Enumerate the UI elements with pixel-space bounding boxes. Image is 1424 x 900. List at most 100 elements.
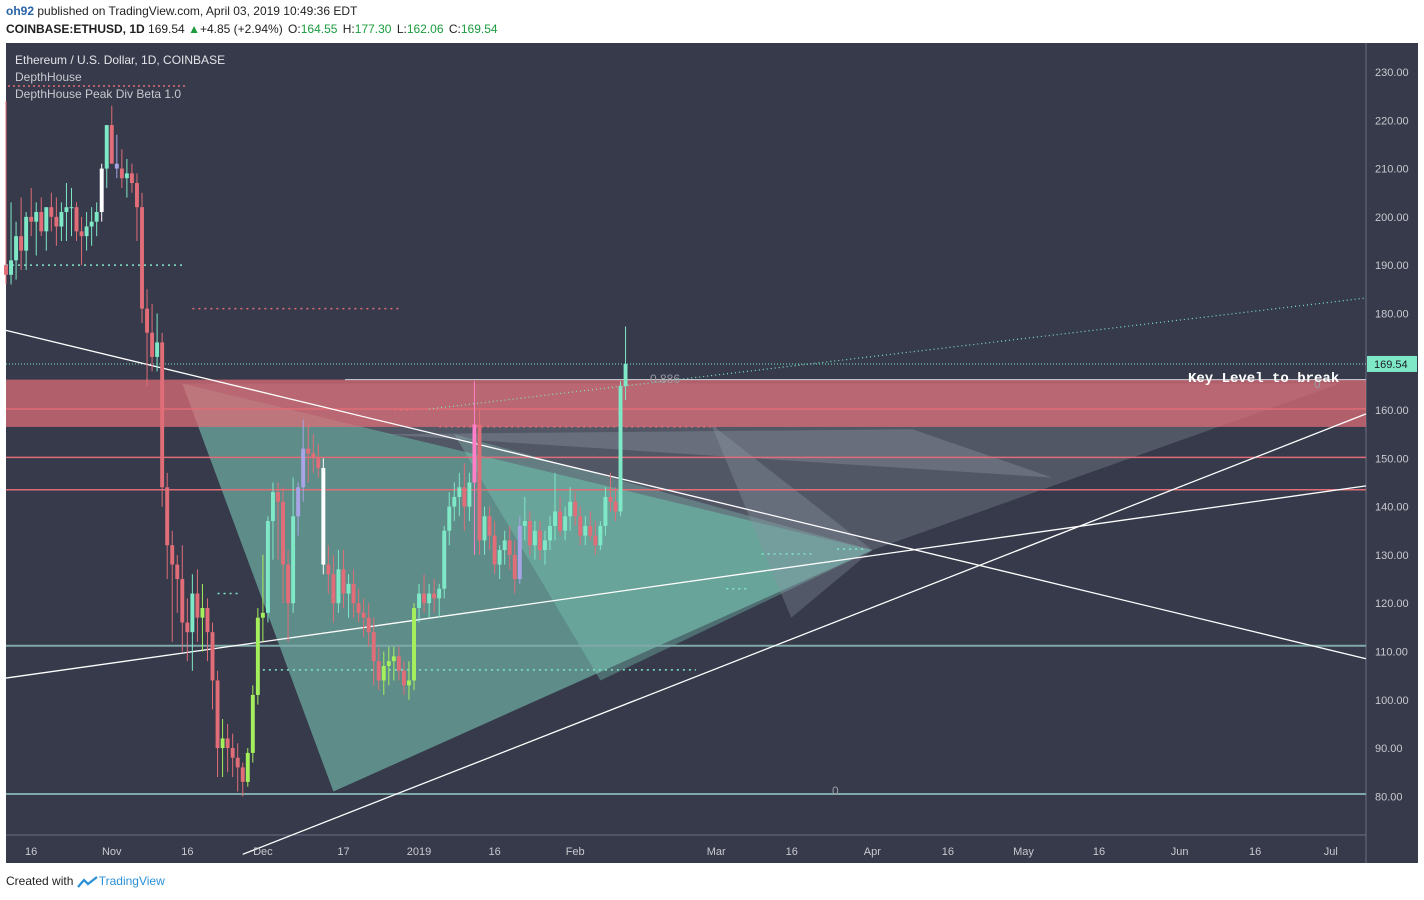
price-tick-label: 180.00 bbox=[1375, 308, 1409, 320]
price-axis-panel bbox=[1366, 43, 1418, 863]
candle-body bbox=[311, 453, 316, 459]
candle-body bbox=[34, 212, 39, 222]
candle-body bbox=[69, 207, 74, 209]
candle-body bbox=[129, 173, 134, 184]
candle-body bbox=[245, 752, 250, 782]
price-tick-label: 110.00 bbox=[1375, 646, 1408, 658]
time-tick-label: 16 bbox=[1249, 846, 1261, 858]
time-tick-label: 17 bbox=[337, 846, 349, 858]
price-tick-label: 230.00 bbox=[1375, 67, 1409, 79]
last-price: 169.54 bbox=[148, 22, 185, 36]
candle-body bbox=[517, 525, 522, 580]
price-tick-label: 140.00 bbox=[1375, 502, 1409, 514]
candle-body bbox=[145, 308, 150, 333]
legend-indicator-2: DepthHouse Peak Div Beta 1.0 bbox=[15, 87, 181, 101]
price-axis: 80.00 90.00 100.00 110.00 120.00 130.00 140.00… bbox=[1367, 67, 1417, 803]
candle-body bbox=[39, 212, 44, 232]
price-change: +4.85 (+2.94%) bbox=[199, 22, 283, 36]
time-tick-label: Jun bbox=[1171, 846, 1189, 858]
candle-body bbox=[432, 593, 437, 599]
candle-body bbox=[240, 767, 245, 782]
candle-body bbox=[608, 496, 613, 502]
open-value: 164.55 bbox=[300, 22, 338, 36]
low-label: L: bbox=[396, 22, 407, 36]
candle-body bbox=[558, 511, 563, 531]
price-tick-label: 200.00 bbox=[1375, 212, 1409, 224]
price-tick-label: 150.00 bbox=[1375, 453, 1409, 465]
candle-body bbox=[522, 521, 527, 526]
time-tick-label: 16 bbox=[942, 846, 954, 858]
candle-body bbox=[54, 216, 59, 227]
candle-body bbox=[185, 622, 190, 633]
time-tick-label: 16 bbox=[786, 846, 798, 858]
candle-body bbox=[361, 612, 366, 618]
candle-body bbox=[371, 632, 376, 662]
candle-body bbox=[291, 516, 296, 604]
candle-body bbox=[255, 617, 260, 695]
price-tick-label: 220.00 bbox=[1375, 115, 1409, 127]
candle-body bbox=[578, 516, 583, 536]
candle-body bbox=[260, 612, 265, 618]
candle-body bbox=[492, 535, 497, 565]
candle-body bbox=[225, 738, 230, 749]
time-tick-label: Feb bbox=[566, 846, 585, 858]
ascending-white-upper bbox=[5, 485, 1367, 679]
key-level-label: Key Level to break bbox=[1188, 371, 1339, 387]
candle-body bbox=[155, 342, 160, 357]
candle-body bbox=[49, 207, 54, 217]
high-label: H: bbox=[342, 22, 355, 36]
close-label: C: bbox=[448, 22, 461, 36]
time-axis: 16 Nov 16 Dec 17 2019 16 Feb Mar 16 Apr 16 May 16 Jun 1… bbox=[25, 846, 1338, 858]
candle-body bbox=[296, 487, 301, 517]
candle-body bbox=[583, 525, 588, 536]
apex-fan-fill bbox=[711, 424, 873, 618]
candle-body bbox=[542, 540, 547, 551]
candle-body bbox=[19, 236, 24, 251]
fib-right-label: 0 bbox=[1314, 377, 1321, 391]
candle-body bbox=[417, 593, 422, 609]
candle-body bbox=[341, 569, 346, 594]
high-value: 177.30 bbox=[354, 22, 392, 36]
candle-body bbox=[150, 332, 155, 357]
candles[interactable] bbox=[4, 100, 628, 797]
candle-body bbox=[94, 212, 99, 222]
candle-body bbox=[160, 342, 165, 488]
candle-body bbox=[180, 579, 185, 623]
candle-body bbox=[230, 748, 235, 758]
candle-body bbox=[507, 540, 512, 555]
author-name[interactable]: oh92 bbox=[6, 4, 35, 18]
candle-body bbox=[482, 516, 487, 541]
candle-body bbox=[532, 530, 537, 546]
candle-body bbox=[537, 530, 542, 551]
low-value: 162.06 bbox=[406, 22, 444, 36]
price-tick-label: 160.00 bbox=[1375, 405, 1409, 417]
candle-body bbox=[306, 448, 311, 454]
candle-body bbox=[104, 125, 109, 169]
candle-body bbox=[568, 501, 573, 517]
candle-body bbox=[331, 574, 336, 604]
candle-body bbox=[14, 236, 19, 261]
candle-body bbox=[563, 516, 568, 531]
time-tick-label: 16 bbox=[1093, 846, 1105, 858]
candle-body bbox=[427, 593, 432, 604]
candle-body bbox=[276, 492, 280, 502]
tradingview-brand[interactable]: TradingView bbox=[98, 874, 165, 888]
fib-886-label: 0.886 bbox=[650, 372, 680, 386]
candle-body bbox=[437, 588, 442, 599]
candle-body bbox=[412, 608, 416, 681]
candle-body bbox=[270, 492, 275, 522]
candle-body bbox=[512, 554, 517, 580]
published-text: published on TradingView.com, April 03, … bbox=[37, 4, 358, 18]
candle-body bbox=[553, 511, 558, 526]
symbol-label: COINBASE:ETHUSD, 1D bbox=[6, 22, 145, 36]
footer: Created with TradingView bbox=[6, 874, 165, 889]
candle-body bbox=[598, 525, 603, 546]
candle-body bbox=[336, 569, 341, 604]
candle-body bbox=[477, 424, 482, 541]
candle-body bbox=[502, 540, 507, 551]
candle-body bbox=[442, 530, 447, 589]
inner-triangle-fill bbox=[454, 434, 873, 681]
legend-indicator-1: DepthHouse bbox=[15, 70, 82, 84]
price-tick-label: 120.00 bbox=[1375, 598, 1409, 610]
